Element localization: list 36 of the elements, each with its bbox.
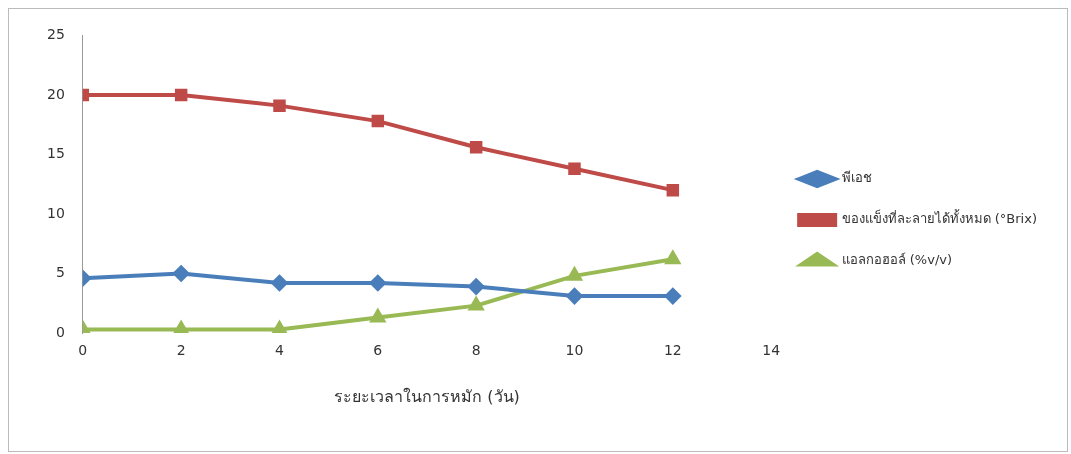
point <box>174 88 188 102</box>
legend-label: ของแข็งที่ละลายได้ทั้งหมด (°Brix) <box>841 209 1038 227</box>
y-tick-label: 20 <box>46 85 65 102</box>
y-tick-label: 25 <box>46 26 65 43</box>
legend-label: พีเอช <box>841 170 872 186</box>
x-tick-label: 6 <box>373 342 383 359</box>
x-tick-label: 14 <box>762 342 781 359</box>
x-tick-label: 4 <box>275 342 285 359</box>
y-tick-label: 15 <box>46 145 65 162</box>
x-tick-label: 10 <box>565 342 584 359</box>
point <box>469 141 483 154</box>
point <box>566 265 583 281</box>
x-axis-title: ระยะเวลาในการหมัก (วัน) <box>334 386 520 406</box>
legend-label: แอลกอฮอล์ (%v/v) <box>841 252 953 268</box>
y-tick-label: 5 <box>55 264 65 281</box>
point <box>467 295 485 311</box>
point <box>568 162 581 175</box>
y-tick-label: 0 <box>55 323 65 340</box>
y-tick-label: 10 <box>46 204 65 221</box>
point <box>272 321 287 333</box>
point <box>566 288 583 305</box>
point <box>665 251 681 265</box>
point <box>468 278 485 295</box>
point <box>369 307 387 323</box>
x-tick-label: 0 <box>78 342 88 359</box>
point <box>369 275 386 291</box>
point <box>371 114 385 128</box>
point <box>664 288 681 305</box>
point <box>271 275 288 291</box>
x-tick-label: 8 <box>471 342 481 359</box>
x-tick-label: 2 <box>176 342 186 359</box>
point <box>666 183 680 197</box>
x-tick-label: 12 <box>663 342 682 359</box>
point <box>173 265 190 282</box>
point <box>273 99 286 112</box>
point <box>173 321 189 333</box>
